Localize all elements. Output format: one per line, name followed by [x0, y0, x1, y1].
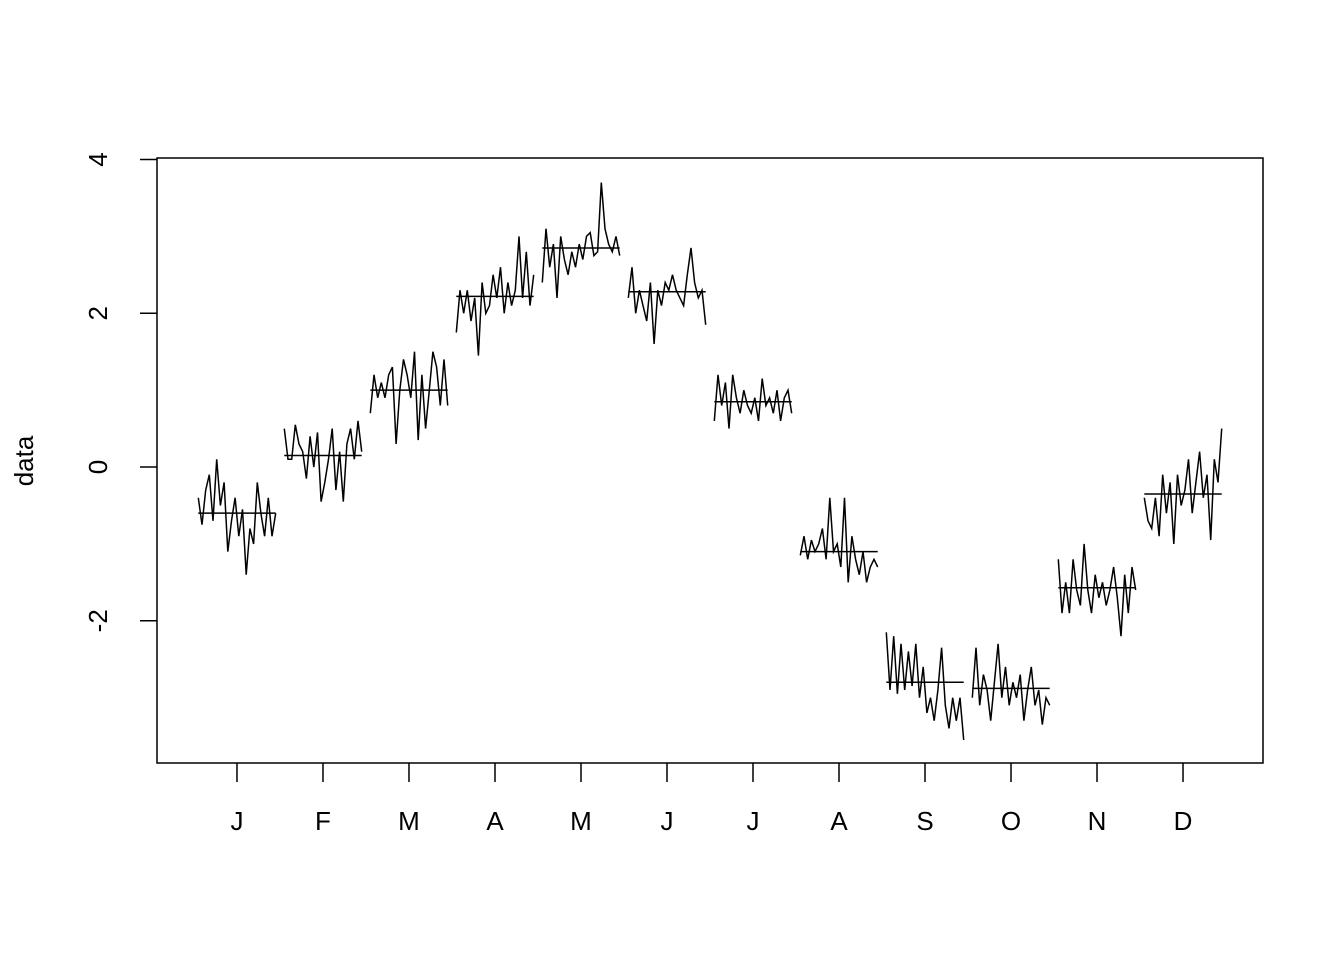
y-tick-label: -2: [83, 609, 113, 632]
month-series: [541, 182, 621, 298]
month-series: [1057, 543, 1137, 637]
month-series: [1143, 428, 1223, 544]
x-tick-label: F: [315, 806, 331, 836]
x-tick-label: S: [916, 806, 933, 836]
y-tick-label: 4: [83, 152, 113, 166]
month-series: [627, 247, 707, 345]
month-series: [369, 351, 449, 445]
x-tick-label: J: [747, 806, 760, 836]
y-tick-label: 2: [83, 306, 113, 320]
x-tick-label: A: [486, 806, 504, 836]
month-series: [197, 459, 277, 575]
x-tick-label: D: [1174, 806, 1193, 836]
x-tick-label: N: [1088, 806, 1107, 836]
month-series: [455, 236, 535, 356]
x-tick-label: J: [230, 806, 243, 836]
month-series: [885, 632, 965, 740]
x-tick-label: J: [660, 806, 673, 836]
y-axis-label: data: [9, 435, 39, 486]
x-tick-label: O: [1001, 806, 1021, 836]
x-tick-label: M: [570, 806, 592, 836]
x-tick-label: A: [830, 806, 848, 836]
month-series: [971, 643, 1051, 725]
month-series: [713, 374, 793, 429]
month-series: [283, 420, 363, 502]
y-tick-label: 0: [83, 460, 113, 474]
x-tick-label: M: [398, 806, 420, 836]
month-series: [799, 497, 879, 583]
plot-frame: [156, 157, 1264, 764]
